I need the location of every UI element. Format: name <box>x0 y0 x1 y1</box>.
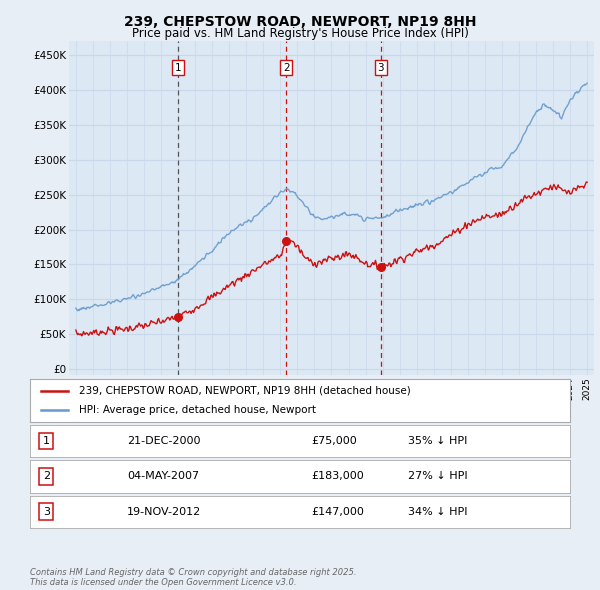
Text: £183,000: £183,000 <box>311 471 364 481</box>
Text: 239, CHEPSTOW ROAD, NEWPORT, NP19 8HH: 239, CHEPSTOW ROAD, NEWPORT, NP19 8HH <box>124 15 476 29</box>
Text: 3: 3 <box>377 63 384 73</box>
Text: 27% ↓ HPI: 27% ↓ HPI <box>408 471 467 481</box>
Text: 2: 2 <box>43 471 50 481</box>
Text: 34% ↓ HPI: 34% ↓ HPI <box>408 507 467 517</box>
Text: 04-MAY-2007: 04-MAY-2007 <box>127 471 199 481</box>
Text: Contains HM Land Registry data © Crown copyright and database right 2025.
This d: Contains HM Land Registry data © Crown c… <box>30 568 356 587</box>
Text: £147,000: £147,000 <box>311 507 364 517</box>
Text: £75,000: £75,000 <box>311 436 356 446</box>
Text: 3: 3 <box>43 507 50 517</box>
Text: HPI: Average price, detached house, Newport: HPI: Average price, detached house, Newp… <box>79 405 316 415</box>
Text: Price paid vs. HM Land Registry's House Price Index (HPI): Price paid vs. HM Land Registry's House … <box>131 27 469 40</box>
Text: 239, CHEPSTOW ROAD, NEWPORT, NP19 8HH (detached house): 239, CHEPSTOW ROAD, NEWPORT, NP19 8HH (d… <box>79 386 410 396</box>
Text: 35% ↓ HPI: 35% ↓ HPI <box>408 436 467 446</box>
Text: 1: 1 <box>43 436 50 446</box>
Text: 19-NOV-2012: 19-NOV-2012 <box>127 507 202 517</box>
Text: 1: 1 <box>175 63 181 73</box>
Text: 21-DEC-2000: 21-DEC-2000 <box>127 436 200 446</box>
Text: 2: 2 <box>283 63 290 73</box>
